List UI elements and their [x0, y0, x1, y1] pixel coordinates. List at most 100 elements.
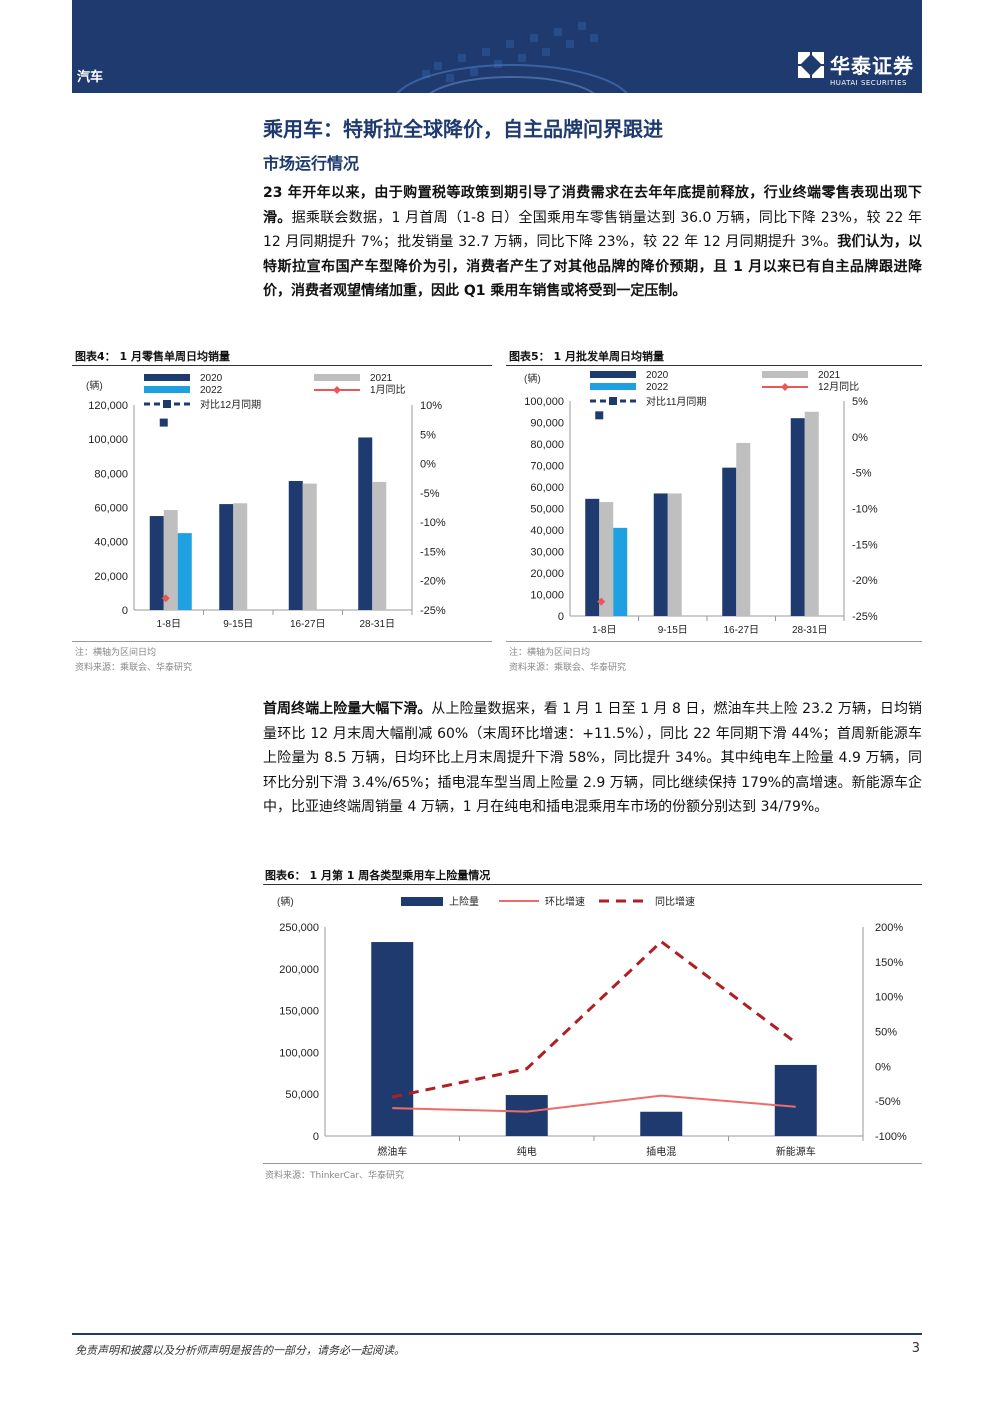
y-right-tick-label: 5% — [420, 429, 436, 441]
marker-diamond — [597, 597, 606, 606]
legend-label: 2021 — [818, 370, 841, 381]
legend-label: 对比11月同期 — [646, 395, 706, 408]
paragraph-market: 23 年开年以来，由于购置税等政策到期引导了消费需求在去年年底提前释放，行业终端… — [263, 181, 922, 304]
bar-2021 — [667, 493, 682, 616]
x-tick-label: 1-8日 — [592, 625, 616, 636]
y-right-tick-label: 150% — [875, 957, 903, 969]
fig6-top-rule — [263, 884, 922, 885]
y-left-tick-label: 100,000 — [524, 396, 564, 408]
y-right-tick-label: 100% — [875, 992, 903, 1004]
y-right-tick-label: 0% — [852, 432, 868, 444]
legend-label: 2020 — [646, 370, 669, 381]
para2-body: 从上险量数据来，看 1 月 1 日至 1 月 8 日，燃油车共上险 23.2 万… — [263, 701, 922, 815]
legend-swatch-2021 — [314, 374, 360, 381]
x-tick-label: 28-31日 — [792, 625, 828, 636]
bar-2020 — [653, 493, 668, 616]
sub-title: 市场运行情况 — [263, 154, 360, 173]
x-tick-label: 燃油车 — [377, 1145, 407, 1158]
legend-label: 1月同比 — [370, 384, 406, 396]
fig4-chart: (辆) 0 20,000 40,000 60,000 80,000 100,000 120,0… — [86, 373, 446, 630]
y-right-tick-label: 0% — [420, 459, 436, 471]
bar-2020 — [790, 418, 805, 616]
legend-swatch-2022 — [590, 383, 636, 390]
para1-bold-lead: 23 年开年以来，由于购置税等政策到期引导了消费需求在去年年底提前释放，行业终端… — [263, 185, 922, 226]
y-right-tick-label: -5% — [852, 468, 872, 480]
bar-上险量 — [371, 942, 414, 1136]
bar-2020 — [219, 504, 234, 610]
fig4-bottom-rule — [72, 641, 492, 642]
line-环比增速 — [392, 1094, 796, 1113]
legend-swatch-上险量 — [401, 897, 443, 906]
x-tick-label: 16-27日 — [723, 625, 759, 636]
y-right-tick-label: 10% — [420, 400, 442, 412]
page-number: 3 — [911, 1341, 920, 1356]
y-left-tick-label: 0 — [558, 611, 564, 623]
y-left-tick-label: 30,000 — [530, 547, 564, 559]
bar-2020 — [288, 481, 303, 610]
y-left-tick-label: 90,000 — [530, 418, 564, 430]
y-left-tick-label: 80,000 — [94, 468, 128, 480]
unit-label: (辆) — [86, 379, 103, 392]
y-left-tick-label: 20,000 — [94, 571, 128, 583]
legend-square — [163, 400, 171, 408]
paragraph-insurance: 首周终端上险量大幅下滑。从上险量数据来，看 1 月 1 日至 1 月 8 日，燃… — [263, 697, 922, 820]
x-tick-label: 插电混 — [646, 1145, 676, 1158]
legend-swatch-2022 — [144, 386, 190, 393]
section-title: 乘用车：特斯拉全球降价，自主品牌问界跟进 — [263, 117, 663, 141]
marker-square — [159, 418, 168, 427]
legend-diamond — [781, 383, 789, 391]
fig4-title: 图表4： 1 月零售单周日均销量 — [75, 350, 230, 363]
brand-name-cn: 华泰证券 — [830, 54, 914, 78]
fig6-chart: (辆) 0 50,000 100,000 150,000 200,000 250,000 -1… — [277, 895, 907, 1158]
fig4-source: 资料来源：乘联会、华泰研究 — [75, 663, 193, 673]
para1-bold-conclusion: 我们认为，以特斯拉宣布国产车型降价为引，消费者产生了对其他品牌的降价预期，且 1… — [263, 234, 923, 299]
y-left-tick-label: 250,000 — [279, 922, 319, 934]
legend-label: 对比12月同期 — [200, 398, 261, 411]
bar-2020 — [585, 498, 600, 616]
para1-body: 据乘联会数据，1 月首周（1-8 日）全国乘用车零售销量达到 36.0 万辆，同… — [263, 209, 923, 251]
y-left-tick-label: 100,000 — [88, 434, 128, 446]
y-right-tick-label: 5% — [852, 396, 868, 408]
sector-label: 汽车 — [77, 70, 104, 85]
header-decoration — [396, 22, 628, 93]
brand-name-en: HUATAI SECURITIES — [830, 79, 907, 87]
y-right-tick-label: -100% — [875, 1131, 907, 1143]
unit-label: (辆) — [277, 895, 294, 908]
bar-2021 — [302, 483, 317, 610]
para2-bold-lead: 首周终端上险量大幅下滑。 — [263, 701, 432, 717]
fig4-top-rule — [72, 365, 492, 366]
bar-2021 — [163, 510, 178, 610]
footer-disclaimer: 免责声明和披露以及分析师声明是报告的一部分，请务必一起阅读。 — [75, 1344, 405, 1357]
y-right-tick-label: 0% — [875, 1061, 891, 1073]
bar-上险量 — [640, 1111, 683, 1136]
x-tick-label: 1-8日 — [157, 619, 181, 630]
x-tick-label: 16-27日 — [290, 619, 326, 630]
legend-label: 2021 — [370, 373, 393, 384]
y-left-tick-label: 60,000 — [94, 503, 128, 515]
bar-2022 — [177, 533, 192, 610]
bar-2021 — [233, 503, 248, 610]
y-left-tick-label: 50,000 — [530, 504, 564, 516]
legend-label: 同比增速 — [655, 895, 695, 908]
report-header: 汽车 华泰证券 HUATAI SECURITIES — [72, 0, 922, 93]
y-left-tick-label: 100,000 — [279, 1047, 319, 1059]
y-right-tick-label: 200% — [875, 922, 903, 934]
y-left-tick-label: 120,000 — [88, 400, 128, 412]
y-right-tick-label: -25% — [852, 611, 878, 623]
bar-上险量 — [774, 1064, 817, 1136]
y-right-tick-label: -10% — [852, 504, 878, 516]
y-left-tick-label: 40,000 — [530, 525, 564, 537]
y-right-tick-label: -20% — [852, 575, 878, 587]
fig5-bottom-rule — [506, 641, 922, 642]
legend-square — [609, 397, 617, 405]
marker-square — [595, 411, 604, 420]
x-tick-label: 新能源车 — [776, 1145, 816, 1158]
y-right-tick-label: -5% — [420, 488, 440, 500]
fig4-note: 注：横轴为区间日均 — [75, 648, 157, 658]
y-right-tick-label: -50% — [875, 1096, 901, 1108]
y-right-tick-label: -25% — [420, 605, 446, 617]
y-right-tick-label: -15% — [852, 539, 878, 551]
y-right-tick-label: -20% — [420, 576, 446, 588]
fig5-source: 资料来源：乘联会、华泰研究 — [509, 663, 627, 673]
y-left-tick-label: 20,000 — [530, 568, 564, 580]
